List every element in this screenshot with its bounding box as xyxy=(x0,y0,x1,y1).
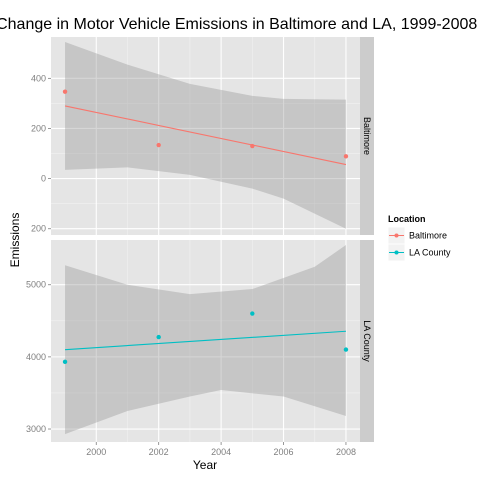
panels: 200 0 200 400 Baltimore 3000 4000 5000 LA County xyxy=(26,37,374,442)
x-axis-ticks: 2000 2002 2004 2006 2008 xyxy=(86,442,356,457)
x-tick-label: 2008 xyxy=(336,447,356,457)
x-tick-label: 2000 xyxy=(86,447,106,457)
facet-strip xyxy=(360,240,374,442)
y-tick-label: 200 xyxy=(31,123,46,133)
data-point xyxy=(156,334,161,340)
legend-entry: Baltimore xyxy=(387,226,447,245)
y-axis-title: Emissions xyxy=(8,213,22,268)
y-tick-label: 400 xyxy=(31,73,46,83)
legend: Location Baltimore LA County xyxy=(387,214,451,262)
data-point xyxy=(250,311,255,316)
x-axis-title: Year xyxy=(193,458,217,472)
legend-label: LA County xyxy=(409,248,451,258)
panel-la-county: 3000 4000 5000 LA County xyxy=(26,240,374,442)
data-point xyxy=(62,89,68,94)
fit-line xyxy=(65,330,346,351)
data-point xyxy=(250,143,255,149)
y-tick-label: 0 xyxy=(41,174,46,184)
legend-key-point xyxy=(394,250,399,255)
y-tick-label: 4000 xyxy=(26,352,46,362)
data-point xyxy=(343,154,349,159)
x-tick-label: 2004 xyxy=(211,447,231,457)
facet-strip-label: LA County xyxy=(362,320,372,362)
panel-baltimore: 200 0 200 400 Baltimore xyxy=(31,37,374,235)
facet-strip xyxy=(360,37,374,235)
y-tick-label: 5000 xyxy=(26,280,46,290)
facet-strip-label: Baltimore xyxy=(362,117,372,155)
fit-line xyxy=(64,105,347,166)
legend-key-point xyxy=(394,233,399,238)
legend-entries: Baltimore LA County xyxy=(387,226,451,262)
data-point xyxy=(343,347,349,352)
legend-title: Location xyxy=(388,214,426,224)
data-point xyxy=(62,359,68,365)
chart-title: ve Change in Motor Vehicle Emissions in … xyxy=(0,16,477,33)
y-tick-label: 200 xyxy=(31,224,46,234)
data-point xyxy=(156,142,161,148)
confidence-band xyxy=(65,245,346,435)
x-tick-label: 2006 xyxy=(274,447,294,457)
panel-background xyxy=(51,37,360,235)
legend-label: Baltimore xyxy=(409,231,447,241)
y-tick-label: 3000 xyxy=(26,424,46,434)
legend-entry: LA County xyxy=(387,243,451,262)
x-tick-label: 2002 xyxy=(149,447,169,457)
